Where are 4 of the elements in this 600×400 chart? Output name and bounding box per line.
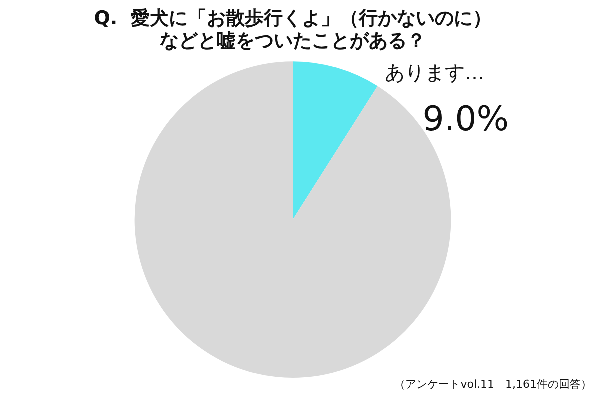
slice-label: あります… — [384, 60, 485, 84]
chart-title: Q. 愛犬に「お散歩行くよ」（行かないのに）などと嘘をついたことがある？ — [94, 7, 492, 52]
data-label: 9.0% — [422, 100, 510, 140]
text: （アンケートvol.11 1,161件の回答） — [394, 378, 592, 391]
